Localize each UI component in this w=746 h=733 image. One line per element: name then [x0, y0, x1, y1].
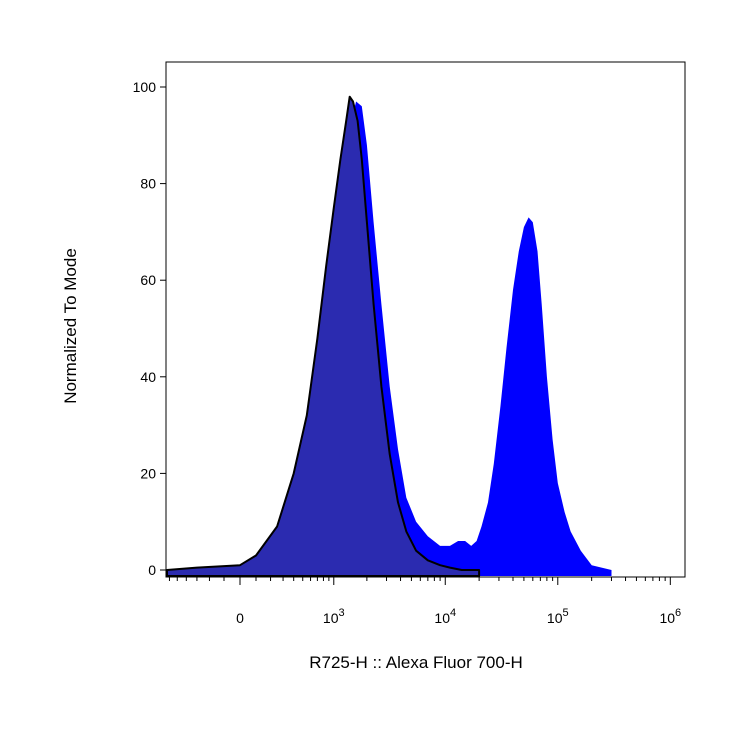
y-tick-label: 20: [140, 465, 156, 481]
series-2-area: [166, 95, 481, 577]
plot-frame: [165, 61, 686, 578]
y-axis: 0 20 40 60 80 100: [133, 79, 166, 578]
y-tick-label: 40: [140, 369, 156, 385]
x-tick-label: 0: [236, 610, 244, 626]
x-tick-label: 106: [659, 607, 681, 626]
y-tick-label: 80: [140, 176, 156, 192]
y-tick-label: 100: [133, 79, 157, 95]
y-axis-title: Normalized To Mode: [61, 248, 80, 404]
x-tick-label: 105: [547, 607, 569, 626]
x-axis-title: R725-H :: Alexa Fluor 700-H: [309, 653, 523, 672]
y-tick-label: 0: [148, 562, 156, 578]
series-1-area: [167, 101, 612, 576]
x-axis: 0 103 104 105 106: [168, 577, 681, 626]
y-tick-label: 60: [140, 272, 156, 288]
series-layer: [166, 95, 612, 577]
x-tick-label: 103: [323, 607, 345, 626]
x-tick-label: 104: [434, 607, 456, 626]
